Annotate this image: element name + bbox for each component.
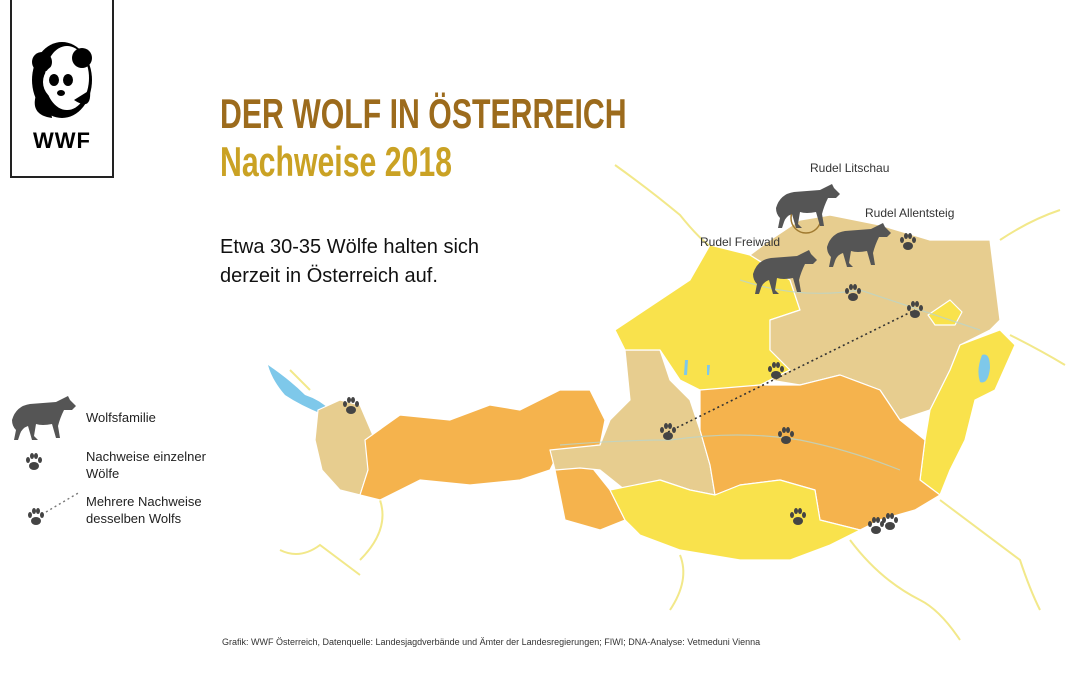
source-footer: Grafik: WWF Österreich, Datenquelle: Lan… <box>222 637 761 647</box>
logo-text: WWF <box>33 128 91 153</box>
region-wien <box>927 299 963 326</box>
lake-neusiedl <box>978 354 990 383</box>
label-rudel-litschau: Rudel Litschau <box>810 161 890 175</box>
legend-multiple: Mehrere Nachweise desselben Wolfs <box>86 494 202 526</box>
intro-text: Etwa 30-35 Wölfe halten sich derzeit in … <box>220 236 480 287</box>
page-subtitle: Nachweise 2018 <box>220 138 452 185</box>
wwf-logo: WWF <box>10 0 114 178</box>
wolf-path-dotted <box>667 309 916 433</box>
label-rudel-allentsteig: Rudel Allentsteig <box>865 206 955 220</box>
panda-logo <box>32 42 92 118</box>
rivers <box>279 164 1066 641</box>
lake-bodensee <box>268 365 330 414</box>
region-kaernten <box>609 479 861 561</box>
legend-wolf-icon <box>12 396 76 440</box>
legend-paw-multiple-icon <box>28 508 44 525</box>
legend-paw-icon <box>26 453 42 470</box>
label-rudel-freiwald: Rudel Freiwald <box>700 235 781 249</box>
legend-single: Nachweise einzelner Wölfe <box>86 449 206 481</box>
legend-family: Wolfsfamilie <box>86 410 156 425</box>
page-title: DER WOLF IN ÖSTERREICH <box>220 90 627 137</box>
region-burgenland <box>919 329 1016 496</box>
